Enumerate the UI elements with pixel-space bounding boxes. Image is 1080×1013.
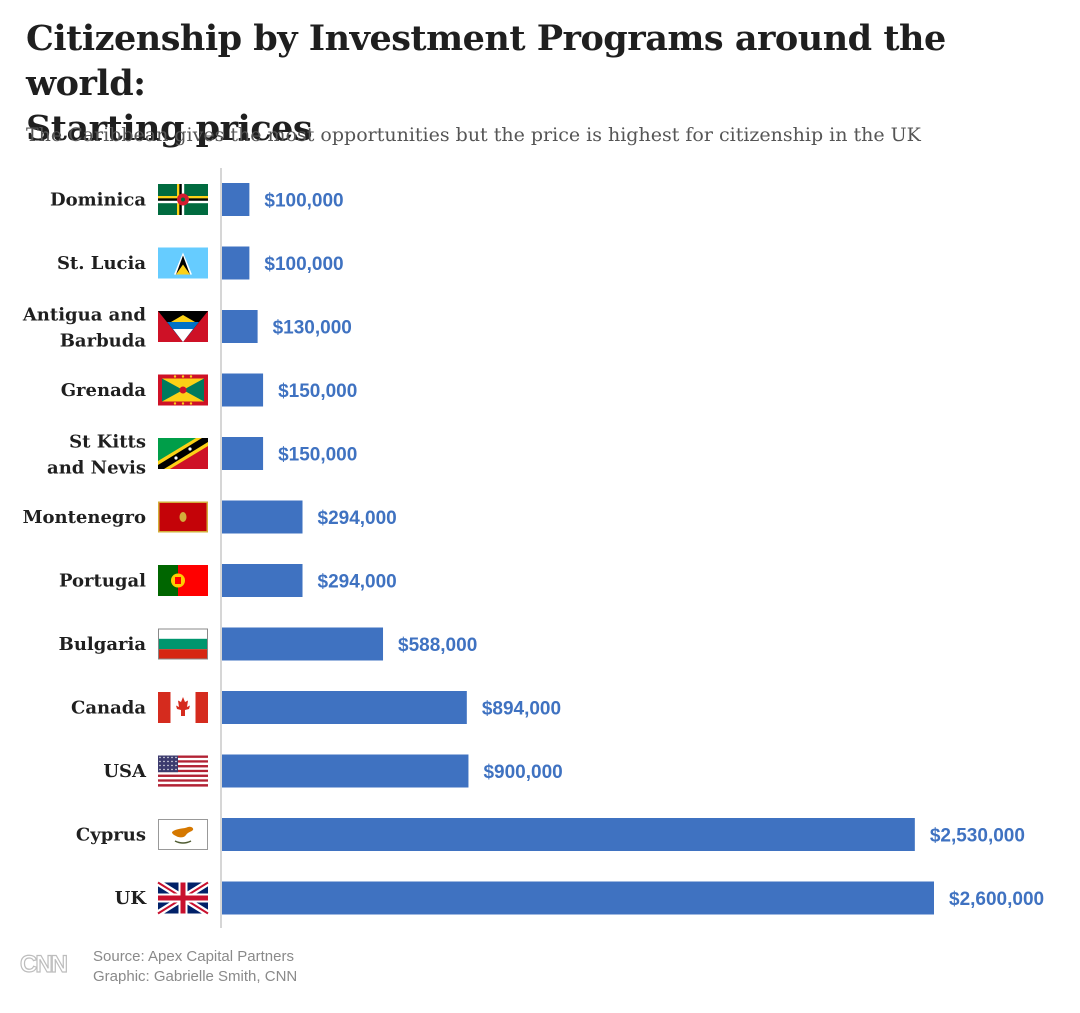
category-label-portugal: Portugal: [59, 571, 146, 592]
st-kitts-and-nevis-flag-icon: [158, 438, 208, 469]
value-label-canada: $894,000: [482, 699, 561, 720]
value-label-usa: $900,000: [483, 762, 562, 783]
category-label-montenegro: Montenegro: [23, 507, 146, 528]
title-line-2: Starting prices: [26, 108, 313, 149]
uk-flag-icon: [156, 879, 210, 917]
category-label-cyprus: Cyprus: [76, 825, 146, 846]
value-label-antigua-and-barbuda: $130,000: [273, 318, 352, 339]
bar-bulgaria: [222, 627, 384, 661]
value-label-dominica: $100,000: [264, 191, 343, 212]
category-label-canada: Canada: [71, 698, 146, 719]
value-label-grenada: $150,000: [278, 381, 357, 402]
category-label-antigua-and-barbuda: Antigua and Barbuda: [22, 305, 147, 352]
bar-st-kitts-and-nevis: [222, 437, 264, 470]
bar-st-lucia: [222, 246, 250, 280]
bar-canada: [222, 691, 467, 724]
category-label-st-lucia: St. Lucia: [57, 253, 146, 274]
bar-grenada: [222, 373, 264, 407]
value-label-bulgaria: $588,000: [398, 635, 477, 656]
category-label-dominica: Dominica: [50, 190, 146, 211]
bar-chart: Dominica $100,000 St. Lucia $100,000 Antigua…: [22, 168, 1044, 928]
chart-rows: Dominica $100,000 St. Lucia $100,000 Antigua…: [22, 183, 1044, 917]
source-note: Source: Apex Capital Partners: [93, 948, 294, 965]
dominica-flag-icon: [158, 184, 208, 215]
value-label-st-kitts-and-nevis: $150,000: [278, 445, 357, 466]
value-label-montenegro: $294,000: [318, 508, 397, 529]
bar-portugal: [222, 564, 303, 597]
title-line-1: Citizenship by Investment Programs aroun…: [26, 18, 946, 104]
canada-flag-icon: [158, 692, 208, 723]
usa-flag-icon: [158, 755, 208, 787]
category-label-usa: USA: [103, 761, 147, 782]
value-label-portugal: $294,000: [318, 572, 397, 593]
grenada-flag-icon: [158, 374, 208, 406]
bulgaria-flag-icon: [158, 628, 208, 660]
category-label-grenada: Grenada: [61, 380, 147, 401]
category-label-bulgaria: Bulgaria: [59, 634, 147, 655]
st-lucia-flag-icon: [158, 247, 208, 279]
value-label-cyprus: $2,530,000: [930, 826, 1025, 847]
graphic-credit: Graphic: Gabrielle Smith, CNN: [93, 968, 298, 985]
cnn-logo: CNN: [19, 950, 68, 978]
category-label-uk: UK: [115, 888, 148, 909]
category-label-st-kitts-and-nevis: St Kitts and Nevis: [47, 432, 146, 479]
bar-montenegro: [222, 500, 303, 534]
bar-cyprus: [222, 818, 915, 851]
bar-usa: [222, 754, 469, 788]
montenegro-flag-icon: [158, 501, 208, 533]
chart-title: Citizenship by Investment Programs aroun…: [26, 16, 1066, 151]
value-label-uk: $2,600,000: [949, 889, 1044, 910]
chart-subtitle: The Caribbean gives the most opportuniti…: [26, 124, 921, 146]
portugal-flag-icon: [158, 565, 208, 596]
bar-dominica: [222, 183, 250, 216]
bar-antigua-and-barbuda: [222, 310, 258, 343]
bar-uk: [222, 881, 934, 915]
cyprus-flag-icon: [158, 819, 208, 850]
antigua-and-barbuda-flag-icon: [158, 311, 208, 342]
value-label-st-lucia: $100,000: [264, 254, 343, 275]
